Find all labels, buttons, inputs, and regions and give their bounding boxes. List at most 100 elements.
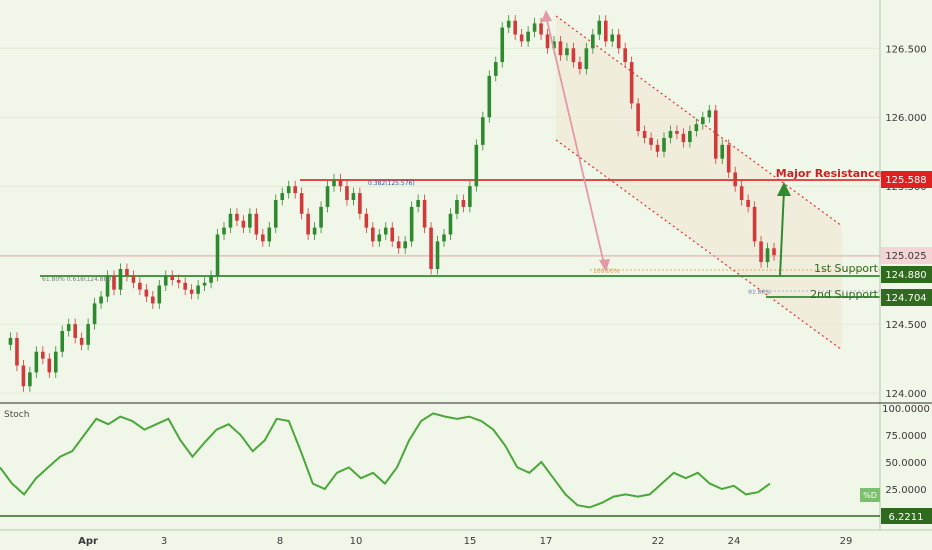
candle-body — [636, 103, 640, 132]
candle-body — [765, 248, 770, 263]
stochastic-d-line — [0, 412, 771, 509]
candle-body — [273, 200, 278, 228]
candle-body — [280, 193, 285, 200]
candle-body — [461, 200, 466, 207]
candle-body — [623, 48, 627, 63]
candle-body — [390, 227, 395, 242]
candle-body — [325, 186, 330, 207]
candle-body — [228, 213, 233, 228]
candle-body — [383, 227, 388, 235]
candle-body — [86, 324, 90, 345]
time-axis[interactable]: Apr 3 8 10 15 17 22 24 29 — [0, 529, 932, 547]
stochastic-tick-label: 100.0000 — [882, 404, 930, 415]
projection-arrow-line — [779, 189, 785, 277]
candle-body — [53, 351, 58, 373]
fib-arrow-line — [545, 15, 606, 269]
fib-arrow-head-top — [541, 10, 552, 22]
candle-body — [286, 186, 291, 194]
candle-body — [403, 241, 407, 249]
stochastic-tick-label: 50.0000 — [885, 458, 926, 469]
candle-body — [468, 186, 472, 207]
candle-body — [565, 48, 569, 56]
first-support-price-label: 124.880 — [885, 270, 926, 281]
candle-body — [60, 331, 65, 352]
stochastic-current-label: 6.2211 — [889, 512, 924, 523]
candle-body — [616, 34, 621, 49]
candle-body — [66, 324, 71, 332]
time-axis-ticks: Apr 3 8 10 15 17 22 24 29 — [78, 536, 852, 547]
candle-body — [429, 227, 433, 269]
candle-body — [448, 213, 453, 235]
candle-body — [584, 48, 589, 69]
price-axis[interactable]: 126.500126.000125.500125.000124.500124.0… — [879, 0, 932, 530]
candle-body — [47, 358, 52, 373]
candle-body — [261, 234, 265, 242]
channel-lower-line — [555, 139, 843, 351]
price-pane: Major Resistance 1st Support 2nd Support… — [0, 10, 882, 394]
first-support-price-badge — [881, 266, 932, 283]
candle-body — [170, 275, 175, 280]
candle-body — [112, 275, 116, 290]
fib-right-annotation: 61.80% — [748, 289, 771, 296]
time-tick-label: 3 — [161, 536, 167, 547]
candle-body — [513, 20, 517, 35]
candle-body — [519, 34, 524, 42]
candle-body — [558, 41, 563, 56]
candle-body — [435, 241, 440, 269]
candle-body — [79, 337, 84, 345]
candle-body — [746, 200, 750, 207]
time-tick-label: 29 — [840, 536, 853, 547]
current-price-label: 125.025 — [885, 251, 926, 262]
price-tick-label: 124.000 — [885, 389, 926, 400]
candle-body — [241, 220, 246, 228]
time-tick-label: 17 — [540, 536, 553, 547]
candle-body — [422, 200, 427, 228]
price-tick-label: 126.500 — [885, 44, 926, 55]
candle-body — [73, 324, 77, 338]
candle-body — [772, 248, 776, 256]
candle-body — [455, 200, 459, 214]
candle-body — [99, 296, 103, 304]
candle-body — [319, 206, 323, 228]
first-support-annotation: 1st Support — [814, 262, 879, 275]
second-support-price-badge — [881, 289, 932, 306]
candle-body — [138, 282, 142, 290]
candle-body — [306, 213, 310, 235]
candle-body — [377, 234, 382, 242]
candle-body — [694, 124, 699, 132]
candle-body — [364, 213, 369, 228]
stochastic-label: Stoch — [4, 410, 29, 420]
fib-arrow-head-bottom — [599, 259, 610, 272]
candle-body — [144, 289, 149, 297]
candle-body — [726, 144, 731, 173]
candle-body — [215, 234, 220, 276]
candle-body — [532, 23, 537, 32]
candle-body — [493, 62, 498, 76]
candle-body — [163, 275, 168, 286]
price-tick-label: 124.500 — [885, 320, 926, 331]
candle-body — [668, 131, 673, 138]
candle-body — [202, 282, 207, 286]
candle-body — [610, 34, 615, 42]
candle-body — [15, 337, 19, 366]
candle-body — [293, 186, 297, 194]
current-price-badge — [881, 247, 932, 264]
time-tick-label: 15 — [464, 536, 477, 547]
candle-body — [299, 193, 304, 214]
candle-body — [539, 23, 543, 35]
candle-body — [506, 20, 511, 28]
candle-body — [662, 137, 666, 152]
candle-body — [597, 20, 602, 35]
time-tick-label: 24 — [728, 536, 741, 547]
candle-body — [209, 275, 213, 283]
candle-body — [487, 75, 492, 118]
stochastic-d-badge-label: %D — [863, 491, 877, 500]
candle-body — [28, 372, 32, 387]
candle-body — [332, 179, 336, 187]
candle-body — [526, 31, 530, 42]
candle-body — [235, 213, 239, 221]
candle-body — [118, 268, 123, 290]
candle-body — [358, 193, 362, 214]
stochastic-tick-label: 25.0000 — [885, 485, 926, 496]
candle-body — [675, 131, 679, 134]
